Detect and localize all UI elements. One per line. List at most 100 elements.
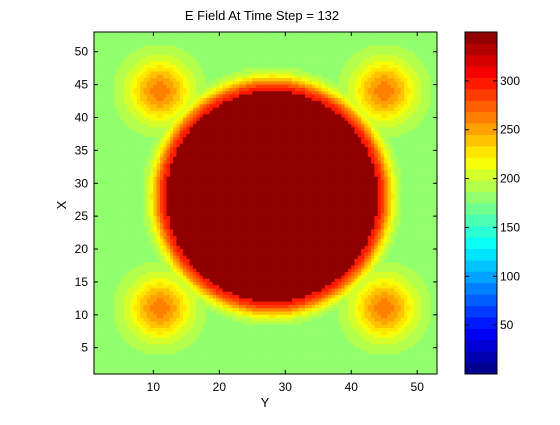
- heatmap-cell: [110, 203, 115, 207]
- heatmap-cell: [186, 35, 190, 39]
- heatmap-cell: [103, 242, 108, 247]
- heatmap-cell: [120, 64, 125, 69]
- heatmap-cell: [173, 193, 177, 197]
- heatmap-cell: [159, 203, 164, 207]
- heatmap-cell: [192, 272, 197, 276]
- heatmap-cell: [113, 55, 118, 59]
- heatmap-cell: [209, 229, 214, 233]
- heatmap-cell: [219, 354, 223, 358]
- heatmap-cell: [130, 163, 134, 168]
- heatmap-cell: [159, 45, 164, 49]
- heatmap-cell: [146, 35, 151, 39]
- heatmap-cell: [97, 32, 101, 36]
- heatmap-cell: [150, 275, 154, 279]
- heatmap-cell: [150, 179, 154, 184]
- heatmap-cell: [117, 334, 121, 339]
- heatmap-cell: [219, 347, 223, 352]
- heatmap-cell: [126, 324, 131, 329]
- heatmap-cell: [126, 239, 131, 243]
- heatmap-cell: [123, 219, 128, 224]
- heatmap-cell: [97, 229, 101, 233]
- heatmap-cell: [176, 324, 181, 329]
- heatmap-cell: [136, 265, 141, 270]
- heatmap-cell: [222, 153, 227, 158]
- heatmap-cell: [150, 245, 154, 250]
- heatmap-cell: [242, 94, 247, 99]
- heatmap-cell: [103, 357, 108, 362]
- heatmap-cell: [110, 226, 115, 230]
- heatmap-cell: [103, 38, 108, 43]
- heatmap-cell: [245, 242, 250, 247]
- heatmap-cell: [140, 38, 144, 43]
- heatmap-cell: [156, 331, 161, 335]
- heatmap-cell: [176, 101, 181, 105]
- heatmap-cell: [133, 51, 138, 56]
- heatmap-cell: [219, 216, 223, 220]
- heatmap-cell: [163, 32, 167, 36]
- heatmap-cell: [229, 232, 233, 237]
- heatmap-cell: [173, 114, 177, 118]
- heatmap-cell: [146, 110, 151, 115]
- heatmap-cell: [153, 321, 158, 326]
- heatmap-cell: [225, 262, 230, 266]
- heatmap-cell: [169, 311, 174, 316]
- heatmap-cell: [126, 249, 131, 253]
- heatmap-cell: [146, 186, 151, 191]
- heatmap-cell: [225, 291, 230, 296]
- heatmap-cell: [173, 38, 177, 43]
- heatmap-cell: [123, 360, 128, 365]
- heatmap-cell: [166, 140, 171, 145]
- heatmap-cell: [196, 262, 200, 266]
- heatmap-cell: [94, 48, 98, 53]
- heatmap-cell: [212, 117, 217, 122]
- heatmap-cell: [126, 97, 131, 102]
- heatmap-cell: [159, 360, 164, 365]
- heatmap-cell: [183, 285, 187, 289]
- heatmap-cell: [107, 262, 111, 266]
- heatmap-cell: [189, 327, 194, 332]
- heatmap-cell: [202, 179, 207, 184]
- heatmap-cell: [225, 370, 230, 375]
- heatmap-cell: [183, 321, 187, 326]
- heatmap-cell: [169, 255, 174, 260]
- heatmap-cell: [239, 91, 243, 95]
- heatmap-cell: [179, 179, 184, 184]
- heatmap-cell: [120, 45, 125, 49]
- heatmap-cell: [176, 94, 181, 99]
- heatmap-cell: [183, 196, 187, 201]
- heatmap-cell: [156, 278, 161, 283]
- heatmap-cell: [202, 347, 207, 352]
- heatmap-cell: [183, 163, 187, 168]
- heatmap-cell: [206, 239, 210, 243]
- heatmap-cell: [159, 212, 164, 217]
- heatmap-cell: [222, 341, 227, 345]
- heatmap-cell: [212, 255, 217, 260]
- heatmap-cell: [225, 229, 230, 233]
- heatmap-cell: [173, 212, 177, 217]
- heatmap-cell: [212, 370, 217, 375]
- heatmap-cell: [107, 143, 111, 148]
- heatmap-cell: [120, 41, 125, 46]
- heatmap-cell: [212, 74, 217, 79]
- heatmap-cell: [216, 127, 220, 132]
- heatmap-cell: [146, 133, 151, 138]
- heatmap-cell: [242, 193, 247, 197]
- heatmap-cell: [169, 367, 174, 372]
- heatmap-cell: [199, 120, 204, 125]
- heatmap-cell: [130, 331, 134, 335]
- heatmap-cell: [245, 281, 250, 286]
- heatmap-cell: [110, 308, 115, 312]
- heatmap-cell: [97, 275, 101, 279]
- heatmap-cell: [150, 199, 154, 204]
- heatmap-cell: [166, 196, 171, 201]
- heatmap-cell: [169, 78, 174, 82]
- heatmap-cell: [199, 78, 204, 82]
- heatmap-cell: [153, 130, 158, 135]
- heatmap-cell: [173, 249, 177, 253]
- heatmap-cell: [229, 206, 233, 210]
- heatmap-cell: [103, 68, 108, 72]
- heatmap-cell: [229, 78, 233, 82]
- heatmap-cell: [107, 183, 111, 187]
- heatmap-cell: [173, 189, 177, 194]
- heatmap-cell: [120, 130, 125, 135]
